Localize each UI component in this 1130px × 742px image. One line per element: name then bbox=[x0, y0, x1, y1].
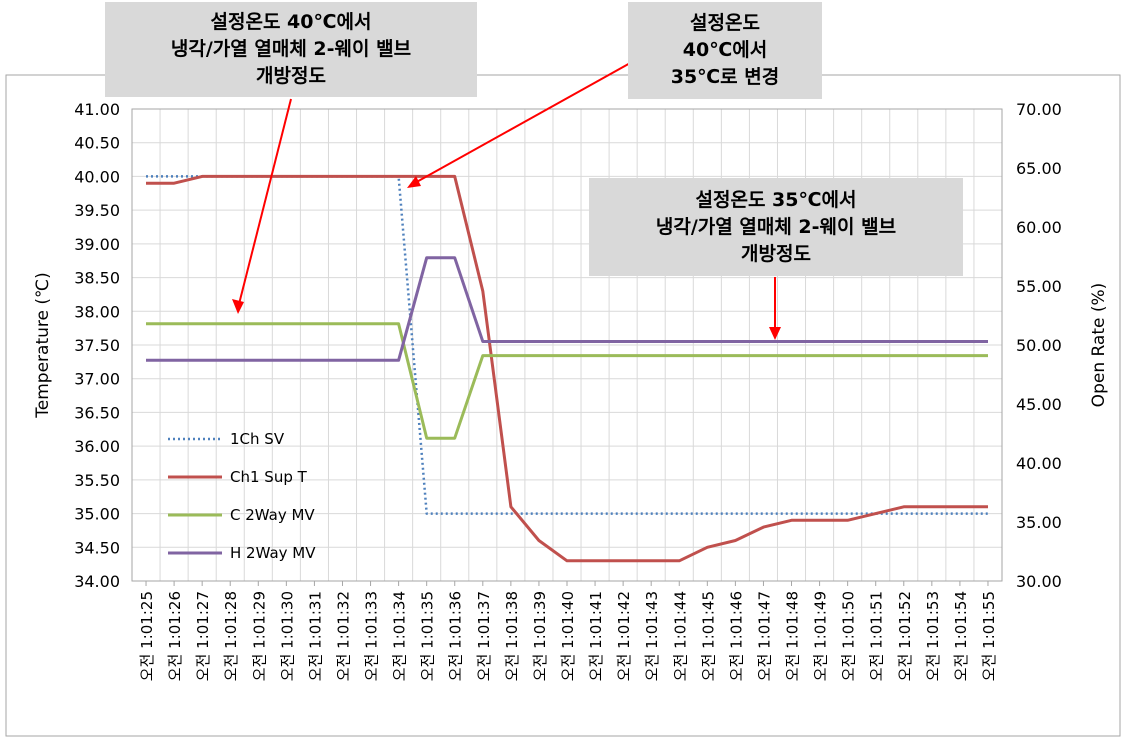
x-tick-label: 오전 1:01:25 bbox=[138, 591, 156, 681]
x-tick-label: 오전 1:01:31 bbox=[306, 591, 324, 681]
x-tick-label: 오전 1:01:43 bbox=[643, 591, 661, 681]
x-tick-label: 오전 1:01:50 bbox=[840, 591, 858, 681]
y-tick-label-left: 40.00 bbox=[74, 167, 120, 186]
annotation-callout-3: 설정온도 35℃에서 냉각/가열 열매체 2-웨이 밸브 개방정도 bbox=[589, 178, 963, 276]
x-tick-label: 오전 1:01:28 bbox=[222, 591, 240, 681]
annotation-callout-2: 설정온도 40℃에서 35℃로 변경 bbox=[628, 2, 822, 99]
y-tick-label-left: 34.50 bbox=[74, 538, 120, 557]
annotation-3-line-3: 개방정도 bbox=[589, 241, 963, 268]
x-tick-label: 오전 1:01:32 bbox=[334, 591, 352, 681]
x-tick-label: 오전 1:01:45 bbox=[699, 591, 717, 681]
x-tick-label: 오전 1:01:39 bbox=[531, 591, 549, 681]
x-tick-label: 오전 1:01:41 bbox=[587, 591, 605, 681]
y-tick-label-left: 35.50 bbox=[74, 471, 120, 490]
y-tick-label-right: 55.00 bbox=[1016, 277, 1062, 296]
annotation-2-line-3: 35℃로 변경 bbox=[628, 64, 822, 91]
legend-label: Ch1 Sup T bbox=[230, 468, 308, 486]
x-tick-label: 오전 1:01:46 bbox=[727, 591, 745, 681]
y-tick-label-right: 35.00 bbox=[1016, 513, 1062, 532]
y-tick-label-right: 30.00 bbox=[1016, 572, 1062, 591]
y-axis-right-ticks: 30.00 35.00 40.00 45.00 50.00 55.00 60.00 65.00… bbox=[1016, 100, 1062, 591]
x-tick-label: 오전 1:01:52 bbox=[896, 591, 914, 681]
y-tick-label-left: 39.00 bbox=[74, 235, 120, 254]
y-tick-label-left: 34.00 bbox=[74, 572, 120, 591]
x-tick-label: 오전 1:01:26 bbox=[166, 591, 184, 681]
y-axis-left-label: Temperature (℃) bbox=[33, 272, 53, 418]
y-tick-label-left: 36.00 bbox=[74, 437, 120, 456]
y-tick-label-left: 37.00 bbox=[74, 370, 120, 389]
y-tick-label-right: 40.00 bbox=[1016, 454, 1062, 473]
x-axis-ticks: 오전 1:01:25 오전 1:01:26 오전 1:01:27 오전 1:01:28… bbox=[138, 581, 998, 681]
annotation-3-line-2: 냉각/가열 열매체 2-웨이 밸브 bbox=[589, 214, 963, 241]
x-tick-label: 오전 1:01:54 bbox=[952, 591, 970, 681]
y-axis-left-ticks: 34.00 34.50 35.00 35.50 36.00 36.50 37.00 37.50… bbox=[74, 100, 120, 591]
y-tick-label-left: 40.50 bbox=[74, 134, 120, 153]
y-tick-label-right: 65.00 bbox=[1016, 159, 1062, 178]
x-tick-label: 오전 1:01:49 bbox=[812, 591, 830, 681]
annotation-1-line-2: 냉각/가열 열매체 2-웨이 밸브 bbox=[105, 36, 477, 63]
x-tick-label: 오전 1:01:27 bbox=[194, 591, 212, 681]
x-tick-label: 오전 1:01:36 bbox=[447, 591, 465, 681]
x-tick-label: 오전 1:01:55 bbox=[980, 591, 998, 681]
legend-label: 1Ch SV bbox=[230, 430, 285, 448]
x-tick-label: 오전 1:01:38 bbox=[503, 591, 521, 681]
x-tick-label: 오전 1:01:34 bbox=[391, 591, 409, 681]
x-tick-label: 오전 1:01:30 bbox=[278, 591, 296, 681]
y-tick-label-left: 36.50 bbox=[74, 403, 120, 422]
x-tick-label: 오전 1:01:35 bbox=[419, 591, 437, 681]
x-tick-label: 오전 1:01:53 bbox=[924, 591, 942, 681]
x-tick-label: 오전 1:01:40 bbox=[559, 591, 577, 681]
x-tick-label: 오전 1:01:42 bbox=[615, 591, 633, 681]
y-tick-label-right: 60.00 bbox=[1016, 218, 1062, 237]
annotation-callout-1: 설정온도 40℃에서 냉각/가열 열매체 2-웨이 밸브 개방정도 bbox=[105, 2, 477, 97]
x-tick-label: 오전 1:01:44 bbox=[671, 591, 689, 681]
annotation-1-line-1: 설정온도 40℃에서 bbox=[105, 9, 477, 36]
annotation-1-line-3: 개방정도 bbox=[105, 63, 477, 90]
x-tick-label: 오전 1:01:37 bbox=[475, 591, 493, 681]
x-tick-label: 오전 1:01:48 bbox=[784, 591, 802, 681]
x-tick-label: 오전 1:01:47 bbox=[755, 591, 773, 681]
annotation-2-line-2: 40℃에서 bbox=[628, 37, 822, 64]
annotation-3-line-1: 설정온도 35℃에서 bbox=[589, 187, 963, 214]
y-tick-label-left: 37.50 bbox=[74, 336, 120, 355]
y-tick-label-left: 41.00 bbox=[74, 100, 120, 119]
x-tick-label: 오전 1:01:51 bbox=[868, 591, 886, 681]
y-tick-label-left: 35.00 bbox=[74, 505, 120, 524]
y-tick-label-right: 70.00 bbox=[1016, 100, 1062, 119]
legend-label: H 2Way MV bbox=[230, 544, 316, 562]
y-tick-label-left: 39.50 bbox=[74, 201, 120, 220]
x-tick-label: 오전 1:01:33 bbox=[363, 591, 381, 681]
y-tick-label-left: 38.00 bbox=[74, 302, 120, 321]
y-tick-label-left: 38.50 bbox=[74, 269, 120, 288]
x-tick-label: 오전 1:01:29 bbox=[250, 591, 268, 681]
y-tick-label-right: 50.00 bbox=[1016, 336, 1062, 355]
y-tick-label-right: 45.00 bbox=[1016, 395, 1062, 414]
legend-label: C 2Way MV bbox=[230, 506, 315, 524]
y-axis-right-label: Open Rate (%) bbox=[1089, 283, 1109, 408]
annotation-2-line-1: 설정온도 bbox=[628, 10, 822, 37]
